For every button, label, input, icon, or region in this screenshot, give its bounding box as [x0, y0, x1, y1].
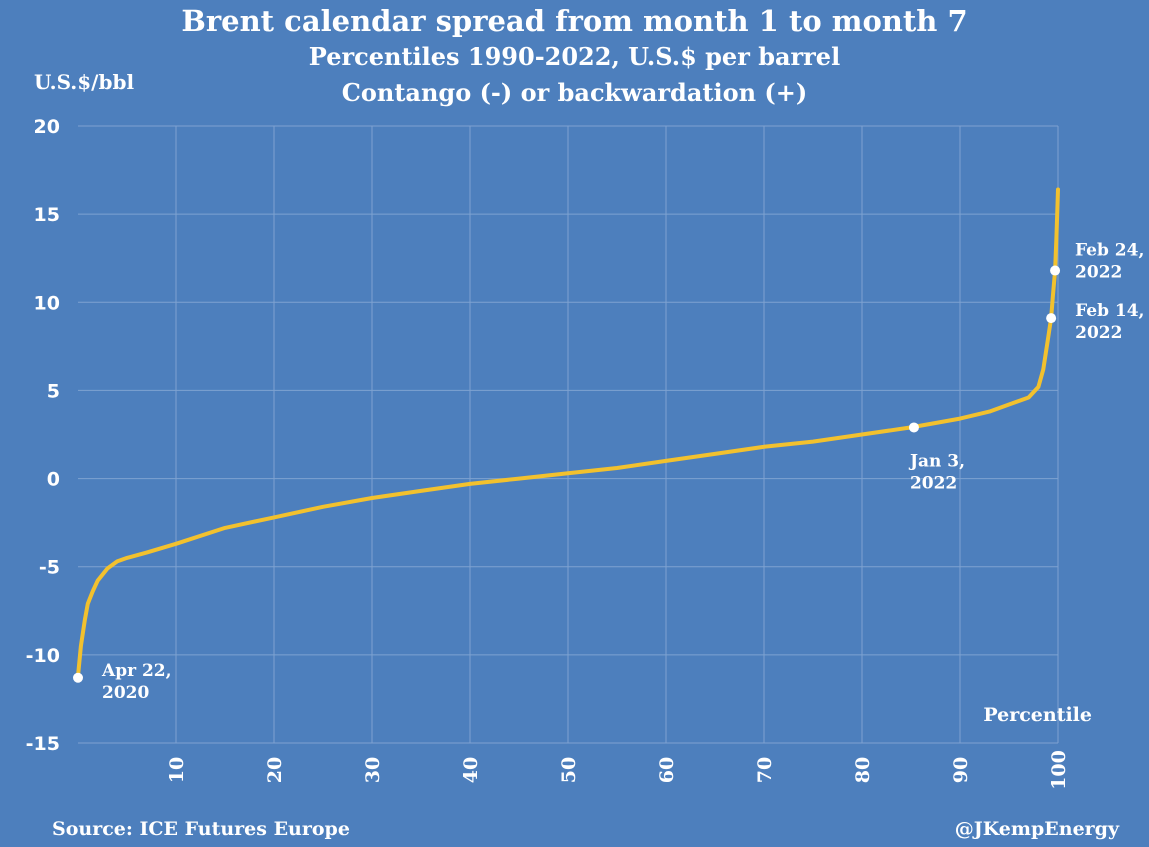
- x-tick-label: 10: [166, 757, 188, 783]
- annotation-point: [1050, 265, 1061, 276]
- annotation-label-year: 2022: [1075, 263, 1122, 283]
- x-tick-label: 30: [362, 757, 384, 783]
- y-tick-label: 5: [47, 380, 60, 402]
- x-tick-label: 60: [656, 757, 678, 783]
- x-tick-label: 50: [558, 757, 580, 783]
- annotation-label: Feb 14,: [1075, 301, 1144, 321]
- x-tick-label: 40: [460, 757, 482, 783]
- annotation-point: [73, 672, 83, 683]
- chart-title: Brent calendar spread from month 1 to mo…: [181, 4, 968, 38]
- x-tick-label: 90: [950, 757, 972, 783]
- annotation-label-year: 2022: [910, 473, 957, 493]
- x-tick-label: 100: [1048, 750, 1070, 790]
- y-tick-label: -10: [26, 645, 60, 667]
- y-tick-label: 15: [34, 204, 60, 226]
- x-axis-label: Percentile: [983, 704, 1092, 726]
- y-tick-label: 10: [34, 292, 60, 314]
- author-handle: @JKempEnergy: [954, 818, 1119, 840]
- y-tick-label: 0: [47, 469, 60, 491]
- annotation-label-year: 2020: [102, 683, 149, 703]
- annotation-point: [1046, 313, 1057, 324]
- y-tick-label: -15: [26, 733, 60, 755]
- chart-subtitle-2: Contango (-) or backwardation (+): [341, 78, 808, 107]
- y-tick-label: 20: [34, 116, 60, 138]
- spread-line: [76, 187, 1060, 678]
- x-tick-label: 80: [852, 757, 874, 783]
- source-note: Source: ICE Futures Europe: [52, 818, 350, 840]
- annotation-label: Apr 22,: [101, 661, 172, 681]
- chart-subtitle: Percentiles 1990-2022, U.S.$ per barrel: [308, 42, 841, 71]
- annotation-label: Jan 3,: [908, 451, 965, 471]
- annotation-point: [908, 422, 919, 433]
- x-tick-label: 20: [264, 757, 286, 783]
- annotation-label: Feb 24,: [1075, 241, 1144, 261]
- annotation-label-year: 2022: [1075, 323, 1122, 343]
- y-axis-label: U.S.$/bbl: [34, 70, 135, 94]
- x-tick-label: 70: [754, 757, 776, 783]
- y-tick-label: -5: [39, 557, 60, 579]
